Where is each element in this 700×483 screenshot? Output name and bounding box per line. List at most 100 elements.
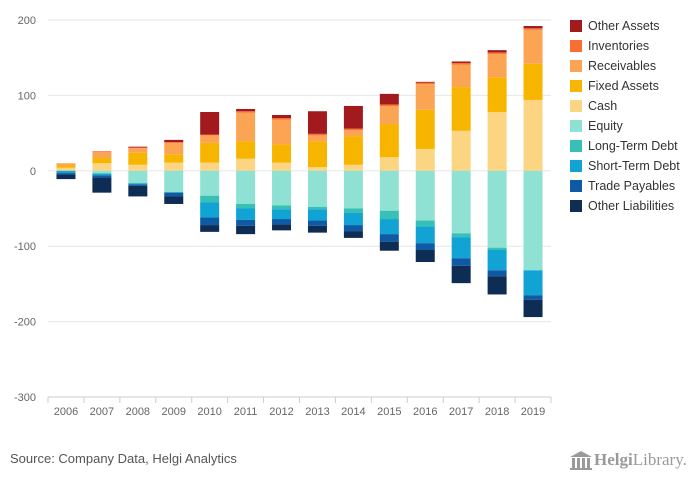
bar-segment: [415, 84, 435, 110]
bar-segment: [307, 135, 327, 142]
bar-segment: [236, 111, 256, 113]
bar-segment: [415, 109, 435, 149]
legend-swatch: [570, 60, 582, 72]
bar-segment: [343, 130, 363, 137]
bar-segment: [451, 87, 471, 131]
x-tick-label: 2010: [197, 406, 221, 418]
logo-prefix: Helgi: [594, 450, 633, 469]
bar-segment: [307, 167, 327, 171]
bar-segment: [200, 162, 220, 171]
bar-segment: [56, 173, 76, 175]
bar-segment: [523, 28, 543, 30]
helgi-library-logo: HelgiLibrary.: [568, 446, 687, 474]
bar-segment: [128, 183, 148, 185]
bar-segment: [272, 144, 292, 163]
bar-segment: [200, 134, 220, 136]
bar-segment: [451, 62, 471, 65]
bar-segment: [451, 233, 471, 238]
y-tick-label: -100: [14, 241, 36, 253]
bar-segment: [164, 191, 184, 193]
legend-swatch: [570, 80, 582, 92]
bar-segment: [272, 115, 292, 119]
legend-label: Cash: [588, 99, 618, 113]
bar-segment: [307, 225, 327, 233]
bar-segment: [451, 130, 471, 171]
y-tick-label: -200: [14, 317, 36, 329]
bar-segment: [200, 202, 220, 218]
bar-segment: [415, 243, 435, 250]
bar-segment: [164, 139, 184, 143]
bar-segment: [523, 295, 543, 300]
bar-segment: [200, 195, 220, 203]
bar-segment: [272, 205, 292, 210]
bar-segment: [379, 124, 399, 158]
bar-segment: [200, 170, 220, 196]
x-tick-label: 2013: [305, 406, 329, 418]
bar-segment: [164, 162, 184, 171]
legend-item: Other Liabilities: [570, 196, 698, 216]
legend-item: Short-Term Debt: [570, 156, 698, 176]
bar-segment: [128, 164, 148, 171]
logo-suffix: Library.: [632, 450, 687, 469]
bar-segment: [451, 258, 471, 266]
bar-segment: [523, 170, 543, 271]
bar-segment: [379, 93, 399, 105]
x-tick-label: 2019: [521, 406, 545, 418]
legend-label: Short-Term Debt: [588, 159, 680, 173]
legend-item: Equity: [570, 116, 698, 136]
bar-segment: [379, 170, 399, 211]
legend-label: Other Liabilities: [588, 199, 675, 213]
legend-item: Inventories: [570, 36, 698, 56]
bar-segment: [487, 50, 507, 53]
y-tick-label: 100: [18, 90, 36, 102]
bar-segment: [200, 225, 220, 232]
bar-segment: [272, 118, 292, 120]
bar-segment: [236, 170, 256, 204]
bar-segment: [307, 141, 327, 168]
legend-item: Cash: [570, 96, 698, 116]
x-tick-label: 2018: [485, 406, 509, 418]
bar-segment: [128, 148, 148, 153]
legend-label: Fixed Assets: [588, 79, 659, 93]
legend-swatch: [570, 160, 582, 172]
bar-segment: [92, 177, 112, 193]
bar-segment: [487, 270, 507, 277]
bar-segment: [92, 175, 112, 178]
y-tick-label: -300: [14, 392, 36, 404]
legend-label: Equity: [588, 119, 623, 133]
bar-segment: [128, 182, 148, 184]
bar-segment: [128, 184, 148, 186]
bar-segment: [164, 154, 184, 163]
bar-segment: [200, 142, 220, 163]
bar-segment: [128, 185, 148, 197]
y-tick-label: 200: [18, 15, 36, 27]
legend-swatch: [570, 100, 582, 112]
bar-segment: [92, 151, 112, 158]
x-tick-label: 2006: [54, 406, 78, 418]
bar-segment: [451, 237, 471, 259]
bar-segment: [415, 249, 435, 263]
bar-segment: [236, 208, 256, 220]
library-building-icon: [570, 451, 592, 470]
bar-segment: [200, 135, 220, 143]
bar-segment: [164, 192, 184, 197]
legend-item: Other Assets: [570, 16, 698, 36]
bar-segment: [272, 224, 292, 231]
bar-segment: [451, 265, 471, 284]
bar-segment: [56, 174, 76, 180]
bar-segment: [379, 219, 399, 235]
bar-segment: [307, 209, 327, 221]
bar-segment: [379, 105, 399, 125]
bar-segment: [272, 162, 292, 171]
legend-swatch: [570, 120, 582, 132]
bar-segment: [451, 61, 471, 63]
bar-segment: [56, 170, 76, 174]
bar-segment: [451, 64, 471, 88]
bar-segment: [415, 220, 435, 227]
bar-segment: [451, 170, 471, 234]
legend-label: Receivables: [588, 59, 657, 73]
bar-segment: [523, 63, 543, 100]
x-tick-label: 2011: [234, 406, 258, 418]
bar-segment: [56, 163, 76, 166]
bar-segment: [379, 157, 399, 171]
